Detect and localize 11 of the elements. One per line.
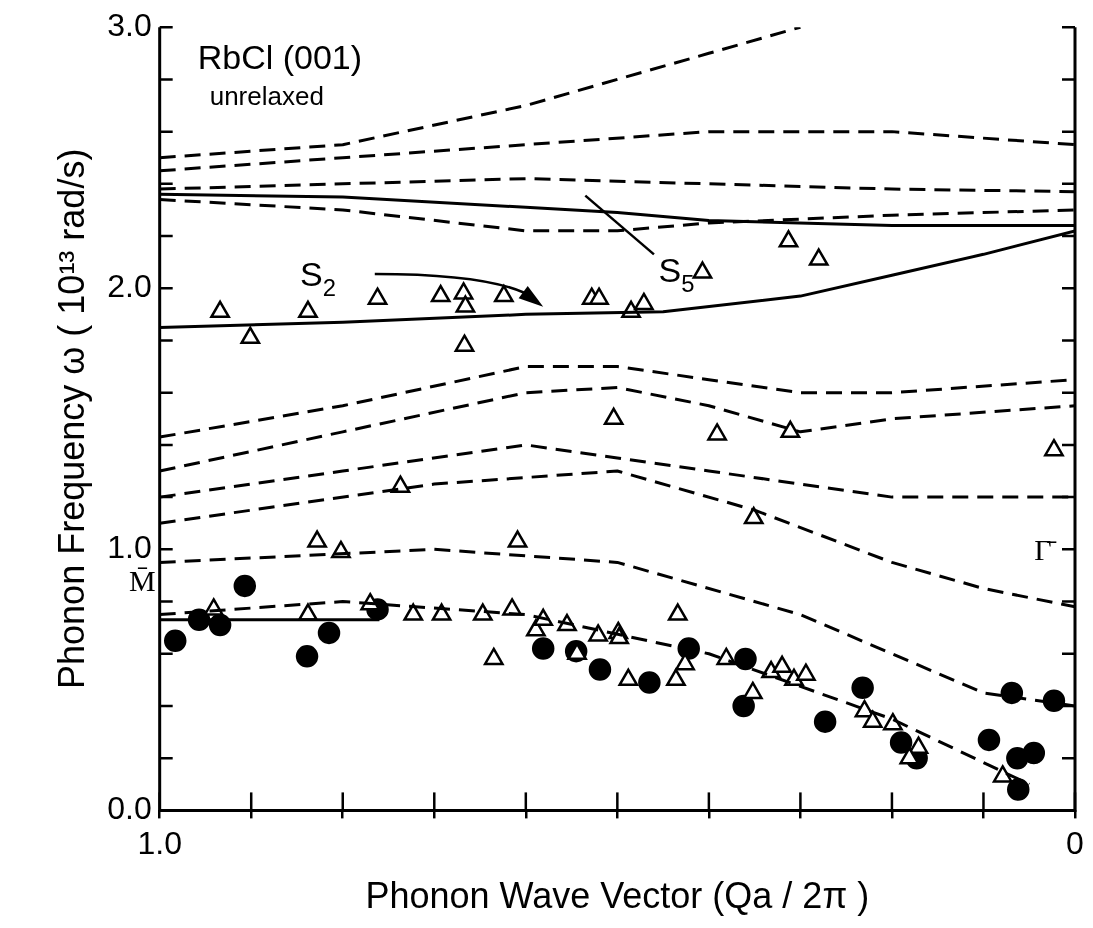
y-tick-label: 1.0 (107, 529, 152, 566)
y-tick-label: 0.0 (107, 790, 152, 827)
chart-title: RbCl (001) (197, 38, 363, 77)
y-tick-label: 3.0 (107, 7, 152, 44)
x-axis-title: Phonon Wave Vector (Qa / 2π ) (365, 875, 870, 917)
y-axis-title: Phonon Frequency ω ( 10¹³ rad/s) (50, 148, 92, 689)
x-tick-label: 0 (1066, 825, 1084, 862)
annotation: Γ̄ (1034, 532, 1057, 566)
y-tick-label: 2.0 (107, 268, 152, 305)
text: M̄ (129, 564, 156, 598)
text: unrelaxed (209, 81, 324, 112)
